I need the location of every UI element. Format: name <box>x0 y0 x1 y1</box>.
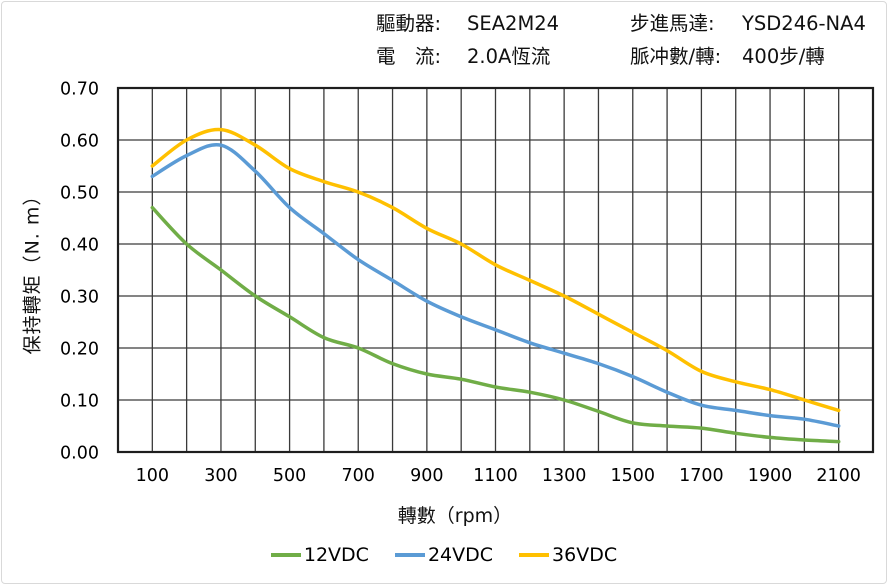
pulses-label: 脈冲數/轉: <box>630 45 722 68</box>
driver-value: SEA2M24 <box>467 12 560 35</box>
current-value: 2.0A恆流 <box>467 45 551 68</box>
driver-spec-row: 驅動器: SEA2M24 <box>376 7 630 40</box>
y-tick-label: 0.40 <box>60 236 99 256</box>
spec-header: 驅動器: SEA2M24 電 流: 2.0A恆流 步進馬達: YSD246-NA… <box>376 7 866 73</box>
x-tick-label: 500 <box>273 466 306 486</box>
motor-value: YSD246-NA4 <box>742 12 866 35</box>
x-axis-title: 轉數（rpm） <box>397 505 513 527</box>
y-tick-label: 0.10 <box>60 392 99 412</box>
y-tick-label: 0.60 <box>60 132 99 152</box>
pulses-value: 400步/轉 <box>742 45 825 68</box>
plot-border <box>116 86 875 454</box>
y-tick-label: 0.00 <box>60 444 99 464</box>
motor-spec-row: 步進馬達: YSD246-NA4 <box>630 7 866 40</box>
legend-line-swatch <box>270 553 301 557</box>
legend: 12VDC 24VDC 36VDC <box>0 544 888 566</box>
motor-label: 步進馬達: <box>630 12 715 35</box>
y-tick-label: 0.50 <box>60 184 99 204</box>
pulses-spec-row: 脈冲數/轉: 400步/轉 <box>630 40 866 73</box>
x-tick-label: 300 <box>204 466 237 486</box>
y-tick-label: 0.20 <box>60 340 99 360</box>
legend-line-swatch <box>394 553 425 557</box>
legend-item-36vdc: 36VDC <box>519 544 617 566</box>
y-tick-label: 0.30 <box>60 288 99 308</box>
legend-item-24vdc: 24VDC <box>394 544 494 566</box>
spec-header-right-column: 步進馬達: YSD246-NA4 脈冲數/轉: 400步/轉 <box>630 7 866 73</box>
series-curve-12vdc <box>150 205 841 444</box>
y-tick-label: 0.70 <box>60 80 99 100</box>
x-tick-label: 1900 <box>748 466 793 486</box>
x-tick-label: 700 <box>342 466 375 486</box>
x-tick-label: 1700 <box>679 466 724 486</box>
legend-label: 12VDC <box>303 544 369 566</box>
legend-line-swatch <box>519 553 550 557</box>
x-tick-label: 1500 <box>610 466 655 486</box>
legend-label: 24VDC <box>427 544 494 566</box>
legend-label: 36VDC <box>552 544 618 566</box>
spec-header-left-column: 驅動器: SEA2M24 電 流: 2.0A恆流 <box>376 7 630 73</box>
x-tick-label: 2100 <box>816 466 861 486</box>
current-label: 電 流: <box>376 45 442 68</box>
driver-label: 驅動器: <box>376 12 442 35</box>
current-spec-row: 電 流: 2.0A恆流 <box>376 40 630 73</box>
x-tick-label: 900 <box>410 466 443 486</box>
x-tick-label: 1300 <box>542 466 587 486</box>
series-curve-36vdc <box>150 127 841 413</box>
x-tick-label: 1100 <box>473 466 518 486</box>
x-tick-label: 100 <box>136 466 169 486</box>
series-curve-24vdc <box>150 142 841 428</box>
y-axis-title: 保持轉矩（N. m） <box>21 185 44 355</box>
legend-item-12vdc: 12VDC <box>270 544 369 566</box>
